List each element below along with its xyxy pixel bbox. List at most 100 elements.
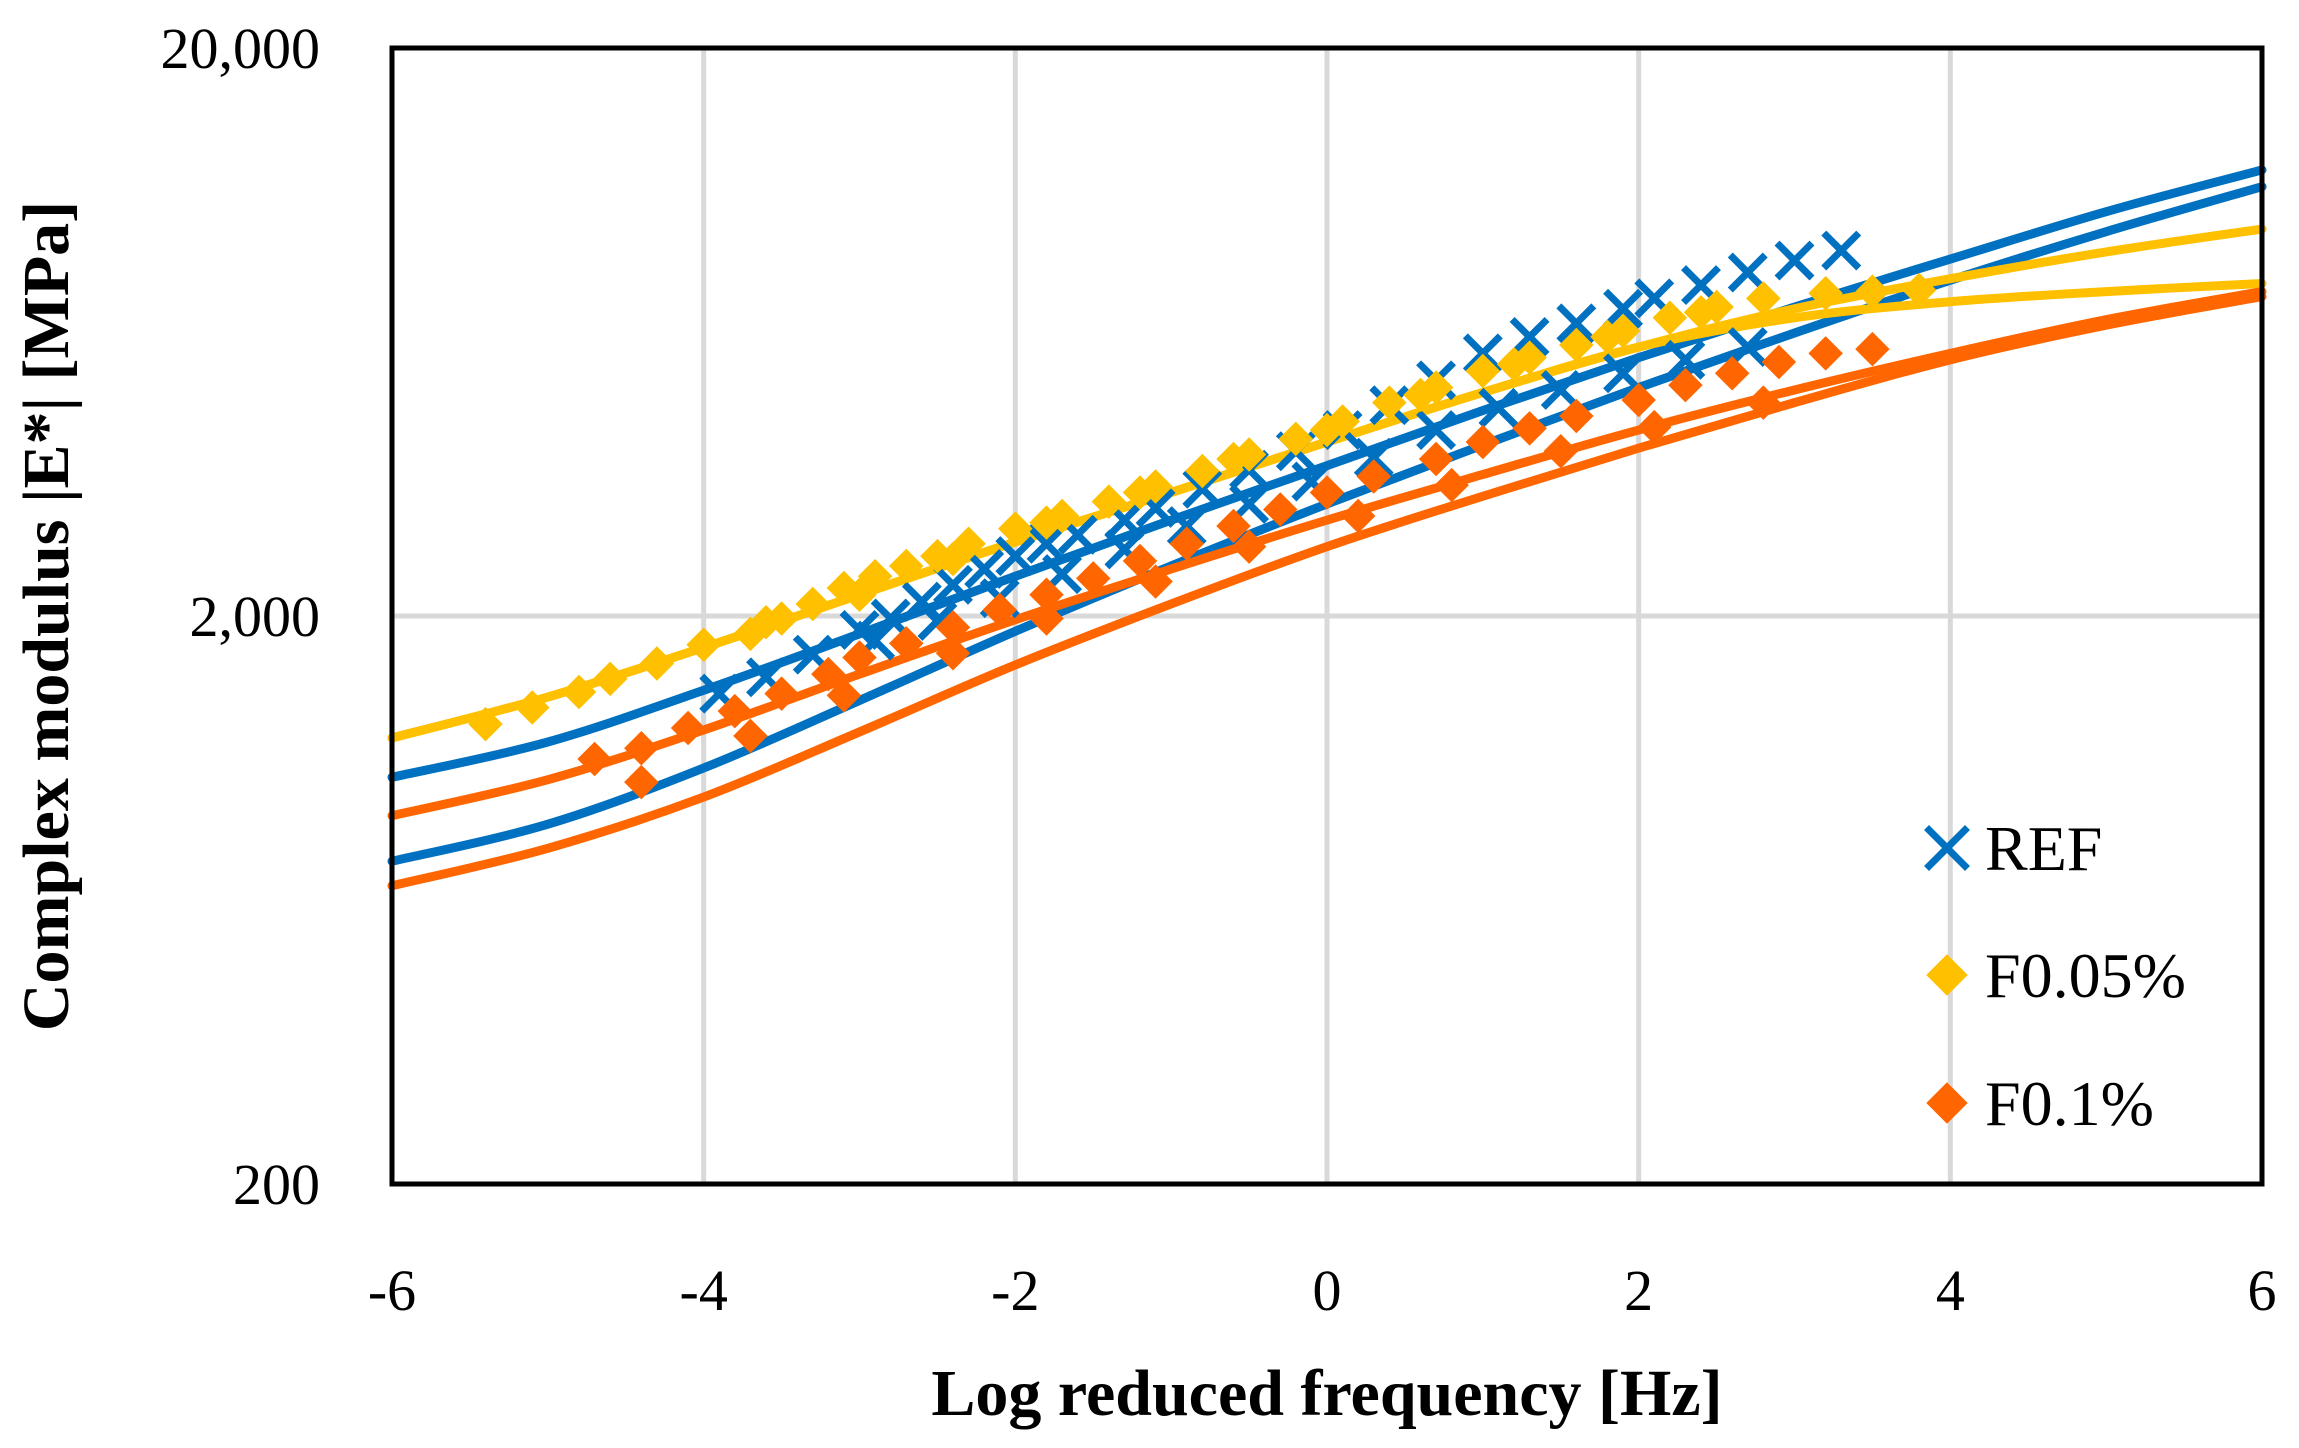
legend-label-f0-05-: F0.05% [1985, 940, 2186, 1011]
x-tick-label: -4 [680, 1258, 728, 1323]
data-point [764, 676, 799, 711]
x-tick-label: -6 [368, 1258, 416, 1323]
legend-marker-ref [1924, 825, 1970, 871]
data-point [733, 718, 768, 754]
data-point [1855, 331, 1890, 367]
data-point [1559, 327, 1594, 363]
data-point [998, 511, 1033, 546]
data-point [1603, 288, 1644, 329]
data-point [933, 564, 973, 605]
data-point [1808, 336, 1843, 371]
data-point [1901, 272, 1937, 308]
data-point [1309, 475, 1345, 510]
data-point [1465, 424, 1501, 460]
data-point [1478, 387, 1519, 428]
data-point [1559, 398, 1594, 434]
data-point [935, 610, 971, 645]
data-point [515, 690, 550, 725]
data-point [592, 661, 628, 697]
data-point [842, 577, 877, 612]
data-point [561, 674, 597, 710]
data-point [639, 646, 675, 681]
data-point [1309, 412, 1345, 448]
data-point [1029, 601, 1064, 636]
data-point [842, 640, 877, 675]
data-point [1746, 385, 1781, 420]
data-point [717, 693, 753, 729]
y-tick-label: 2,000 [190, 584, 321, 649]
fit-curve-f0-1- [387, 287, 2267, 821]
data-point [1416, 410, 1457, 451]
data-point [1496, 346, 1532, 382]
data-point [1169, 526, 1204, 562]
data-point [748, 604, 784, 640]
data-point [1216, 441, 1251, 477]
legend-label-ref: REF [1985, 813, 2102, 884]
data-point [1668, 367, 1703, 403]
data-point [1076, 561, 1111, 596]
data-point [1509, 316, 1550, 357]
data-point [870, 598, 911, 639]
y-tick-label: 20,000 [161, 16, 321, 81]
data-point [686, 627, 721, 662]
data-point [1727, 327, 1768, 368]
legend-item-f0-05-: F0.05% [1926, 940, 2186, 1011]
data-point [1556, 303, 1597, 344]
data-point [1229, 483, 1270, 524]
data-point [982, 592, 1017, 628]
data-point [1263, 492, 1298, 527]
series-f0-1- [577, 331, 1890, 800]
data-point [795, 586, 830, 622]
x-tick-labels: -6 -4 -2 0 2 4 6 [368, 1258, 2277, 1323]
grid [392, 48, 2262, 1184]
data-point [1621, 382, 1656, 418]
data-point [1746, 281, 1781, 316]
data-point [1652, 300, 1688, 336]
legend-label-f0-1-: F0.1% [1985, 1068, 2154, 1139]
data-point [468, 706, 503, 742]
x-axis-title: Log reduced frequency [Hz] [931, 1357, 1722, 1430]
data-point [1185, 453, 1220, 489]
x-tick-label: 6 [2248, 1258, 2277, 1323]
data-point [889, 548, 924, 584]
y-tick-labels: 200 2,000 20,000 [161, 16, 321, 1217]
data-point [1418, 441, 1454, 477]
y-tick-label: 200 [233, 1152, 320, 1217]
data-point [1774, 240, 1815, 281]
x-tick-label: 4 [1936, 1258, 1965, 1323]
y-axis-title: Complex modulus |E*| [MPa] [10, 201, 83, 1031]
data-point [935, 541, 971, 577]
series-ref [699, 230, 1862, 714]
data-point [1122, 475, 1158, 510]
data-point [1465, 353, 1501, 389]
data-point [1231, 529, 1267, 564]
data-point [1543, 434, 1578, 469]
data-point [1029, 577, 1064, 612]
data-point [1761, 344, 1797, 380]
data-point [1122, 543, 1158, 579]
data-point [577, 741, 612, 777]
legend-item-f0-1-: F0.1% [1926, 1068, 2154, 1139]
legend: REF F0.05% F0.1% [1924, 813, 2186, 1139]
data-point [1603, 353, 1644, 394]
data-point [1029, 505, 1064, 540]
data-point [935, 635, 971, 671]
legend-marker-f0-1- [1926, 1082, 1968, 1124]
data-point [1340, 498, 1376, 534]
data-point [995, 536, 1036, 577]
data-point [1714, 356, 1750, 391]
fit-curve-f0-1- [387, 292, 2267, 891]
data-point [889, 626, 924, 661]
data-point [826, 678, 862, 713]
data-point [1727, 252, 1768, 293]
data-point [1216, 508, 1251, 544]
data-point [1166, 506, 1207, 546]
x-tick-label: -2 [991, 1258, 1039, 1323]
data-point [1540, 370, 1581, 410]
data-point [1821, 230, 1862, 271]
data-point [624, 731, 659, 766]
data-point [1683, 295, 1719, 330]
data-point [1665, 339, 1706, 380]
